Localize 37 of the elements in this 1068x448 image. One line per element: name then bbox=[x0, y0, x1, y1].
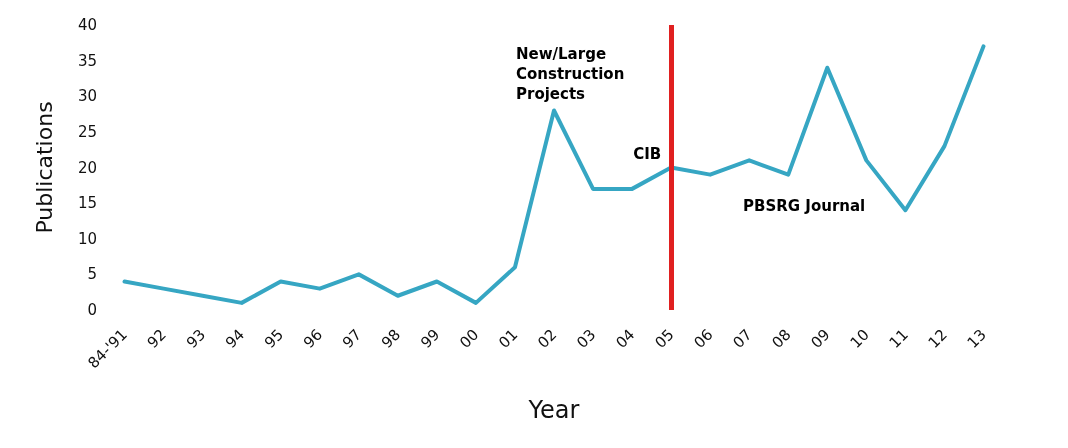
y-tick-label: 25 bbox=[77, 122, 97, 141]
y-tick-label: 35 bbox=[77, 51, 97, 70]
x-tick-label: 00 bbox=[456, 325, 483, 352]
x-axis-title: Year bbox=[527, 396, 580, 424]
x-tick-label: 01 bbox=[495, 325, 522, 352]
x-tick-label: 96 bbox=[299, 325, 327, 352]
annotation: CIB bbox=[633, 144, 662, 163]
x-tick-label: 99 bbox=[417, 325, 444, 352]
x-tick-label: 02 bbox=[534, 325, 561, 352]
x-tick-label: 11 bbox=[885, 325, 912, 352]
y-tick-label: 40 bbox=[77, 16, 97, 34]
y-axis-title: Publications bbox=[31, 101, 57, 234]
x-tick-label: 07 bbox=[729, 325, 756, 352]
x-tick-label: 98 bbox=[377, 325, 405, 352]
annotation: New/Large Construction Projects bbox=[516, 45, 630, 103]
x-tick-label: 05 bbox=[651, 325, 678, 352]
x-tick-label: 06 bbox=[690, 325, 717, 352]
y-tick-label: 5 bbox=[87, 265, 97, 284]
line-series bbox=[122, 44, 986, 305]
x-tick-label: 97 bbox=[338, 325, 366, 352]
x-tick-label: 92 bbox=[143, 325, 170, 352]
x-tick-label: 08 bbox=[768, 325, 795, 352]
y-tick-label: 15 bbox=[77, 194, 97, 213]
annotation: PBSRG Journal bbox=[743, 197, 866, 215]
y-tick-label: 20 bbox=[77, 158, 97, 177]
x-tick-label: 13 bbox=[963, 325, 990, 352]
y-tick-label: 0 bbox=[87, 301, 97, 319]
x-tick-label: 95 bbox=[260, 325, 288, 352]
x-tick-label: 12 bbox=[924, 325, 951, 352]
x-tick-label: 03 bbox=[573, 325, 600, 352]
y-tick-label: 10 bbox=[77, 229, 97, 248]
x-tick-label: 09 bbox=[807, 325, 834, 352]
y-tick-label: 30 bbox=[77, 87, 97, 106]
x-tick-label: 04 bbox=[612, 325, 639, 352]
x-tick-label: 93 bbox=[182, 325, 209, 352]
x-tick-label: 10 bbox=[846, 325, 873, 352]
x-tick-label: 94 bbox=[221, 325, 249, 352]
